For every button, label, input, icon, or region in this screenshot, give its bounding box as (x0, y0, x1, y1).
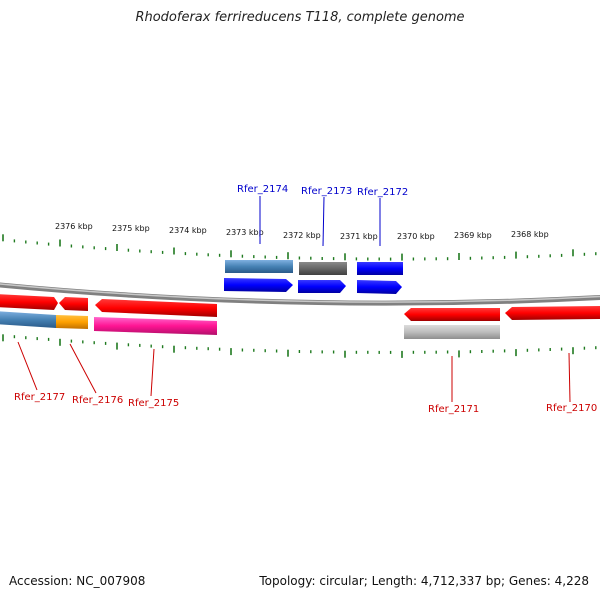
scale-label: 2371 kbp (340, 232, 378, 241)
gene-arrow[interactable] (298, 280, 346, 293)
gene-arrow[interactable] (357, 280, 402, 294)
scale-labels: 2376 kbp 2375 kbp 2374 kbp 2373 kbp 2372… (55, 222, 549, 241)
genome-backbone-highlight (0, 283, 600, 303)
forward-strand-track (224, 260, 403, 294)
scale-label: 2368 kbp (511, 230, 549, 239)
accession-text: Accession: NC_007908 (9, 574, 146, 588)
gene-arrow[interactable] (224, 278, 293, 292)
scale-label: 2370 kbp (397, 232, 435, 241)
gene-bar[interactable] (94, 317, 217, 335)
scale-label: 2373 kbp (226, 228, 264, 237)
gene-arrow[interactable] (505, 306, 600, 320)
gene-label-rfer-2170[interactable]: Rfer_2170 (546, 403, 597, 414)
scale-label: 2376 kbp (55, 222, 93, 231)
genome-stats-text: Topology: circular; Length: 4,712,337 bp… (259, 574, 589, 588)
scale-label: 2372 kbp (283, 231, 321, 240)
genome-backbone (0, 282, 600, 306)
gene-bar[interactable] (357, 262, 403, 275)
upper-leader-lines (259, 196, 381, 247)
gene-label-rfer-2174[interactable]: Rfer_2174 (237, 184, 288, 195)
leader-line (322, 196, 325, 247)
leader-line (568, 352, 571, 403)
gene-arrow[interactable] (95, 299, 217, 317)
gene-bar[interactable] (56, 315, 88, 329)
gene-label-rfer-2172[interactable]: Rfer_2172 (357, 187, 408, 198)
genome-title: Rhodoferax ferrireducens T118, complete … (135, 10, 465, 25)
gene-bar[interactable] (225, 260, 293, 273)
lower-gene-labels: Rfer_2177 Rfer_2176 Rfer_2175 Rfer_2171 … (14, 392, 597, 415)
gene-label-rfer-2173[interactable]: Rfer_2173 (301, 186, 352, 197)
lower-tick-marks (2, 334, 597, 358)
leader-line (69, 343, 97, 394)
upper-gene-labels: Rfer_2174 Rfer_2173 Rfer_2172 (237, 184, 408, 198)
scale-label: 2369 kbp (454, 231, 492, 240)
lower-leader-lines (17, 341, 571, 403)
gene-label-rfer-2177[interactable]: Rfer_2177 (14, 392, 65, 403)
reverse-strand-track (0, 294, 600, 339)
gene-label-rfer-2171[interactable]: Rfer_2171 (428, 404, 479, 415)
gene-bar[interactable] (404, 325, 500, 339)
gene-label-rfer-2175[interactable]: Rfer_2175 (128, 398, 179, 409)
gene-arrow[interactable] (404, 308, 500, 321)
gene-bar[interactable] (0, 311, 56, 328)
gene-arrow[interactable] (0, 294, 58, 310)
gene-label-rfer-2176[interactable]: Rfer_2176 (72, 395, 123, 406)
leader-line (17, 341, 38, 391)
leader-line (150, 348, 155, 397)
scale-label: 2374 kbp (169, 226, 207, 235)
gene-bar[interactable] (299, 262, 347, 275)
gene-arrow[interactable] (59, 297, 88, 311)
upper-tick-marks (2, 234, 597, 261)
scale-label: 2375 kbp (112, 224, 150, 233)
